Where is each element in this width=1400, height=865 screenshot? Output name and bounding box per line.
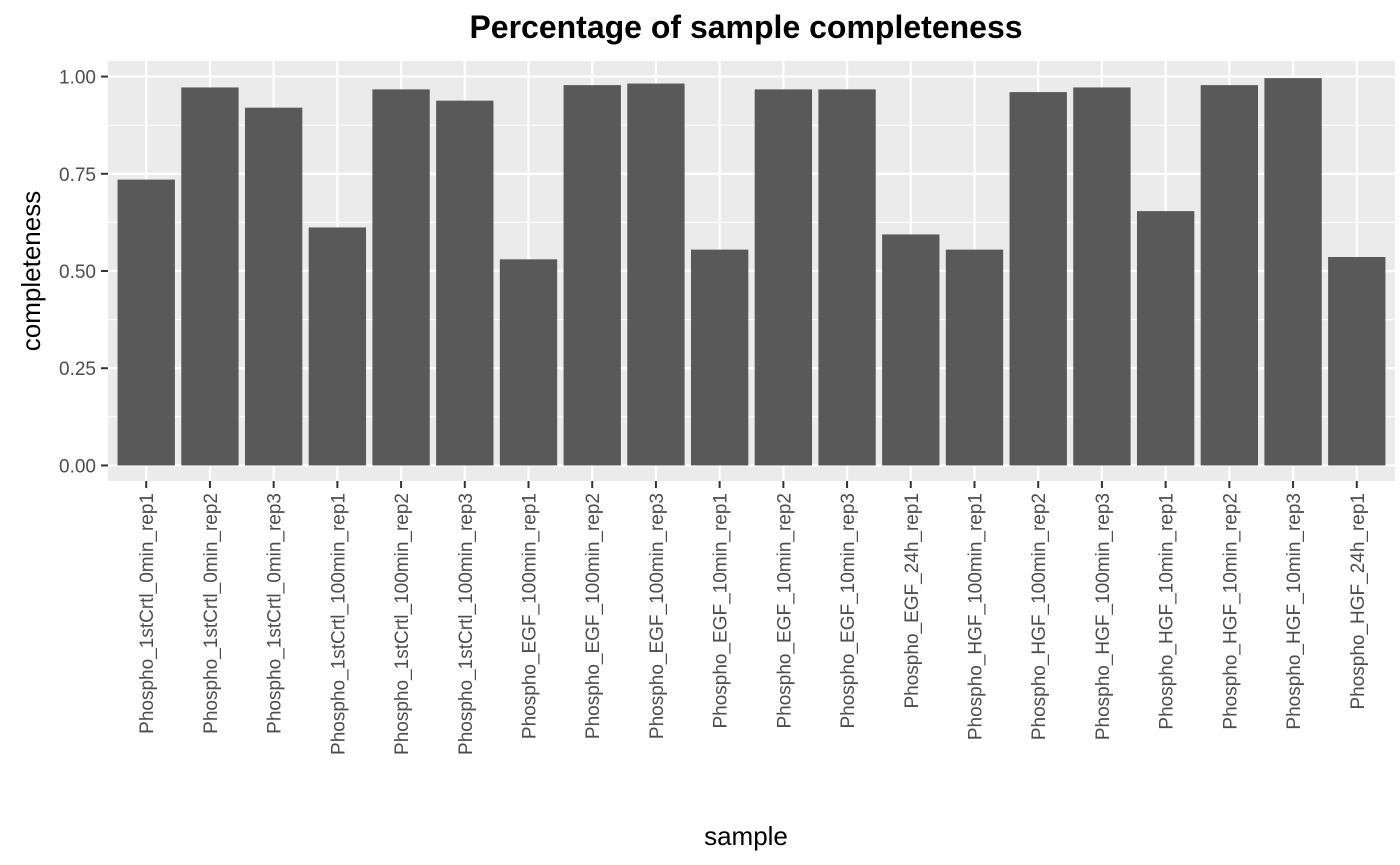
bar bbox=[818, 89, 876, 466]
x-axis: Phospho_1stCrtl_0min_rep1 Phospho_1stCrtl… bbox=[137, 481, 1369, 755]
y-axis: 0.00 0.25 0.50 0.75 1.00 bbox=[59, 68, 108, 477]
x-tick-label: Phospho_1stCrtl_0min_rep1 bbox=[137, 493, 158, 734]
bar bbox=[1328, 257, 1386, 466]
x-tick-label: Phospho_HGF_100min_rep1 bbox=[965, 493, 986, 740]
bar bbox=[627, 83, 685, 466]
bar bbox=[181, 87, 239, 466]
x-tick-label: Phospho_1stCrtl_0min_rep2 bbox=[201, 493, 222, 734]
bar bbox=[1200, 85, 1259, 466]
bars bbox=[117, 78, 1386, 466]
x-tick-label: Phospho_1stCrtl_100min_rep3 bbox=[456, 493, 477, 755]
x-tick-label: Phospho_EGF_100min_rep3 bbox=[647, 493, 668, 739]
bar bbox=[244, 107, 303, 466]
bar bbox=[1073, 87, 1131, 466]
y-tick-label: 0.25 bbox=[59, 359, 96, 380]
x-tick-label: Phospho_1stCrtl_100min_rep1 bbox=[328, 493, 349, 755]
y-axis-title: completeness bbox=[16, 191, 46, 351]
x-axis-title: sample bbox=[704, 821, 788, 851]
x-tick-label: Phospho_HGF_10min_rep1 bbox=[1157, 493, 1178, 730]
y-tick-label: 0.00 bbox=[59, 456, 96, 477]
bar bbox=[436, 100, 494, 466]
x-tick-label: Phospho_HGF_10min_rep3 bbox=[1284, 493, 1305, 730]
x-tick-label: Phospho_EGF_10min_rep1 bbox=[711, 493, 732, 729]
bar bbox=[882, 234, 940, 466]
bar bbox=[690, 249, 749, 466]
x-tick-label: Phospho_HGF_10min_rep2 bbox=[1220, 493, 1241, 730]
x-tick-label: Phospho_EGF_100min_rep2 bbox=[583, 493, 604, 739]
bar bbox=[117, 179, 175, 466]
bar bbox=[754, 89, 813, 466]
x-tick-label: Phospho_1stCrtl_100min_rep2 bbox=[392, 493, 413, 755]
x-tick-label: Phospho_EGF_10min_rep2 bbox=[774, 493, 795, 729]
bar bbox=[1009, 92, 1067, 466]
y-tick-label: 1.00 bbox=[59, 68, 96, 89]
x-tick-label: Phospho_1stCrtl_0min_rep3 bbox=[265, 493, 286, 734]
bar bbox=[308, 227, 367, 466]
x-tick-label: Phospho_HGF_24h_rep1 bbox=[1348, 493, 1369, 710]
x-tick-label: Phospho_HGF_100min_rep3 bbox=[1093, 493, 1114, 740]
x-tick-label: Phospho_EGF_24h_rep1 bbox=[902, 493, 923, 709]
bar bbox=[499, 259, 558, 466]
x-tick-label: Phospho_EGF_100min_rep1 bbox=[520, 493, 541, 739]
bar bbox=[563, 85, 621, 466]
x-tick-label: Phospho_EGF_10min_rep3 bbox=[838, 493, 859, 729]
bar bbox=[1136, 211, 1195, 466]
chart-title: Percentage of sample completeness bbox=[469, 9, 1022, 45]
x-tick-label: Phospho_HGF_100min_rep2 bbox=[1029, 493, 1050, 740]
y-tick-label: 0.50 bbox=[59, 262, 96, 283]
bar bbox=[945, 249, 1004, 466]
bar bbox=[372, 89, 430, 466]
y-tick-label: 0.75 bbox=[59, 165, 96, 186]
bar bbox=[1264, 78, 1322, 466]
